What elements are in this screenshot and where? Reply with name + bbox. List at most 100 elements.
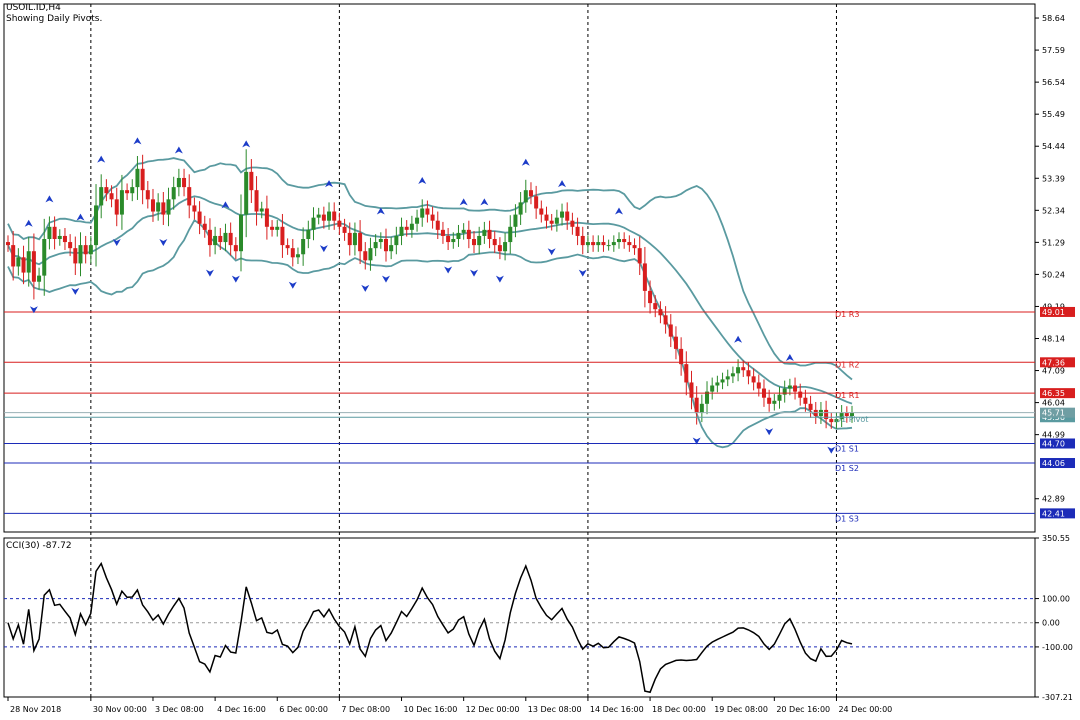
- candle-body-up: [461, 229, 466, 233]
- candle-body-up: [705, 391, 710, 404]
- candle-body-down: [767, 397, 772, 404]
- cci-tick-label: 100.00: [1042, 595, 1070, 604]
- candle-body-up: [327, 211, 332, 221]
- cci-tick-label: 0.00: [1042, 619, 1060, 628]
- cci-tick-label: -100.00: [1042, 643, 1073, 652]
- candle-body-down: [125, 190, 130, 194]
- candle-body-down: [534, 196, 539, 209]
- candle-body-down: [440, 229, 445, 236]
- fractal-down-icon: [444, 266, 453, 274]
- fractal-down-icon: [205, 269, 214, 277]
- candle-body-down: [233, 245, 238, 252]
- candle-body-down: [549, 220, 554, 224]
- pivot-caption: Showing Daily Pivots.: [6, 14, 103, 24]
- candle-body-down: [580, 235, 585, 246]
- time-tick-label: 18 Dec 00:00: [652, 705, 706, 714]
- fractal-down-icon: [495, 275, 504, 283]
- candle-body-down: [290, 248, 295, 258]
- time-tick-label: 20 Dec 16:00: [776, 705, 830, 714]
- candle-body-up: [482, 229, 487, 236]
- pivot-value-label: 45.56: [1042, 413, 1065, 422]
- price-tick-label: 54.44: [1042, 142, 1065, 151]
- candle-body-up: [244, 171, 249, 215]
- candle-body-down: [528, 190, 533, 197]
- candle-body-up: [834, 419, 839, 423]
- candle-body-up: [777, 394, 782, 401]
- fractal-up-icon: [614, 207, 623, 215]
- candle-body-down: [187, 187, 192, 206]
- candle-body-up: [606, 245, 611, 247]
- candle-body-down: [663, 315, 668, 325]
- pivot-value-badge: [1040, 458, 1075, 469]
- main-panel-frame: [3, 3, 1036, 533]
- candle-body-down: [270, 226, 275, 230]
- candle-body-up: [88, 245, 93, 255]
- price-tick-label: 53.39: [1042, 174, 1065, 183]
- candle-body-up: [176, 177, 181, 188]
- candle-body-down: [741, 367, 746, 371]
- pivot-line-name: D1 Pivot: [835, 415, 868, 424]
- candle-body-down: [62, 235, 67, 243]
- candle-body-up: [699, 403, 704, 413]
- price-tick-label: 48.14: [1042, 335, 1065, 344]
- candle-body-up: [503, 242, 508, 252]
- candle-body-down: [497, 245, 502, 252]
- fractal-up-icon: [480, 198, 489, 206]
- fractal-down-icon: [71, 287, 80, 295]
- candle-body-down: [642, 263, 647, 291]
- price-tick-label: 50.24: [1042, 270, 1065, 279]
- price-tick-label: 51.29: [1042, 238, 1065, 247]
- candle-body-up: [78, 245, 83, 264]
- candle-body-down: [202, 223, 207, 230]
- candle-body-down: [31, 251, 36, 282]
- band-middle-line: [7, 195, 853, 405]
- candle-body-up: [585, 242, 590, 246]
- candle-body-down: [622, 239, 627, 243]
- candle-body-up: [611, 242, 616, 246]
- fractal-up-icon: [521, 158, 530, 166]
- cci-tick-label: -307.21: [1042, 693, 1073, 702]
- band-upper-line: [7, 157, 853, 381]
- fractal-up-icon: [325, 180, 334, 188]
- candle-body-down: [347, 232, 352, 246]
- candle-body-down: [668, 324, 673, 337]
- candle-body-up: [839, 412, 844, 420]
- candle-body-down: [844, 412, 849, 417]
- candle-body-up: [456, 232, 461, 240]
- candle-body-up: [730, 373, 735, 377]
- candle-body-up: [850, 412, 854, 417]
- time-tick-label: 24 Dec 00:00: [838, 705, 892, 714]
- fractal-down-icon: [765, 428, 774, 436]
- candle-body-down: [601, 242, 606, 246]
- candle-body-down: [591, 242, 596, 246]
- candle-body-down: [808, 403, 813, 410]
- candle-body-down: [285, 245, 290, 249]
- price-tick-label: 47.09: [1042, 367, 1065, 376]
- candle-body-down: [756, 382, 761, 389]
- time-tick-label: 14 Dec 16:00: [590, 705, 644, 714]
- candle-body-down: [751, 376, 756, 383]
- candle-body-down: [254, 190, 259, 212]
- candle-body-up: [42, 239, 47, 276]
- candle-body-down: [21, 257, 26, 273]
- candle-body-up: [316, 214, 321, 218]
- candle-body-down: [673, 336, 678, 349]
- candle-body-up: [394, 235, 399, 246]
- candle-body-down: [150, 199, 155, 212]
- candle-body-up: [99, 187, 104, 206]
- candle-body-down: [492, 239, 497, 246]
- time-tick-label: 3 Dec 08:00: [155, 705, 204, 714]
- candle-body-up: [368, 248, 373, 261]
- candle-body-up: [787, 385, 792, 389]
- candle-body-down: [539, 208, 544, 215]
- pivot-value-badge: [1040, 306, 1075, 317]
- candle-body-down: [653, 303, 658, 310]
- price-tick-label: 42.89: [1042, 495, 1065, 504]
- time-tick-label: 10 Dec 16:00: [404, 705, 458, 714]
- candle-body-down: [337, 220, 342, 227]
- candle-body-down: [544, 214, 549, 221]
- candle-body-down: [321, 214, 326, 221]
- candle-body-down: [109, 193, 114, 200]
- fractal-down-icon: [470, 269, 479, 277]
